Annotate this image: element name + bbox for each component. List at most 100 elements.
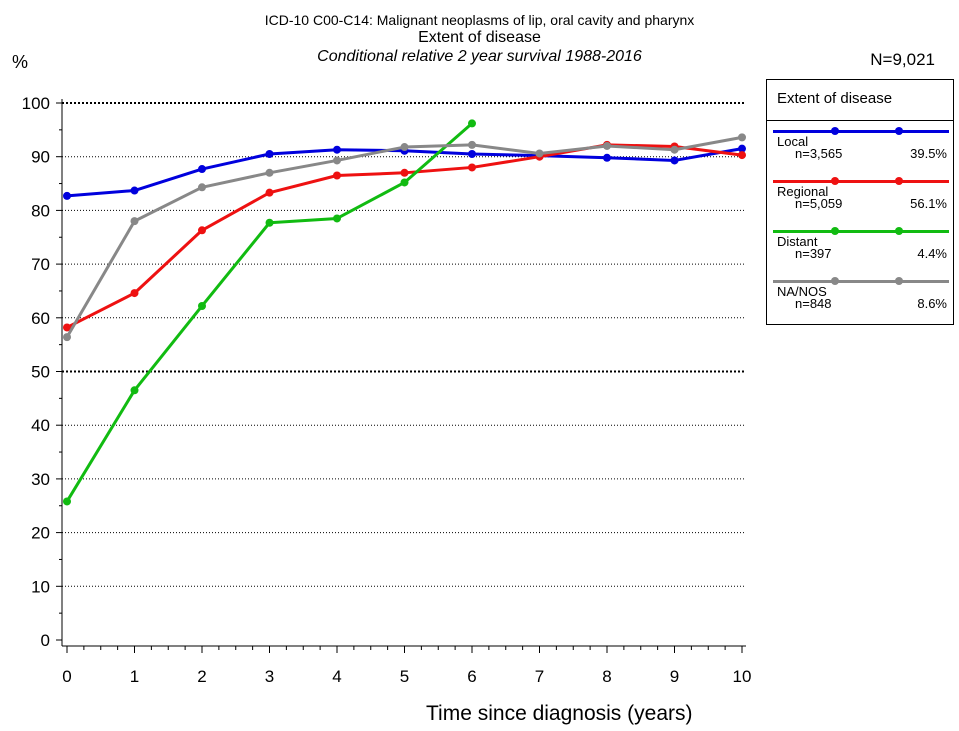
legend-swatch-line	[773, 277, 949, 285]
legend-item-name: NA/NOS	[777, 284, 827, 299]
y-tick-label-0: 0	[41, 631, 50, 650]
data-point-distant-3	[265, 218, 274, 227]
legend-item-percent: 56.1%	[910, 196, 947, 211]
x-tick-label-8: 8	[602, 667, 611, 686]
legend-swatch-marker	[831, 127, 839, 135]
data-point-na-nos-6	[468, 140, 476, 149]
data-point-regional-5	[400, 168, 409, 177]
y-tick-label-50: 50	[31, 363, 50, 382]
data-point-local-2	[198, 165, 206, 174]
data-point-local-4	[333, 145, 341, 154]
data-point-na-nos-4	[333, 156, 341, 165]
x-tick-label-1: 1	[130, 667, 139, 686]
legend-item-percent: 39.5%	[910, 146, 947, 161]
total-count: N=9,021	[870, 50, 935, 69]
x-tick-label-9: 9	[670, 667, 679, 686]
x-tick-label-5: 5	[400, 667, 409, 686]
legend-swatch-marker	[895, 277, 903, 285]
data-point-na-nos-0	[63, 333, 71, 342]
y-tick-label-40: 40	[31, 416, 50, 435]
legend-swatch-marker	[831, 227, 839, 235]
chart-subtitle-italic: Conditional relative 2 year survival 198…	[317, 48, 642, 65]
legend-swatch-marker	[831, 177, 839, 185]
data-point-local-9	[670, 156, 679, 165]
data-point-distant-5	[400, 178, 409, 187]
legend-item-distant: Distant n=397 4.4%	[767, 224, 953, 274]
chart-subtitle: Extent of disease	[418, 29, 541, 46]
legend-swatch-line	[773, 177, 949, 185]
y-tick-label-30: 30	[31, 470, 50, 489]
legend-item-name: Local	[777, 134, 809, 149]
legend-swatch-line	[773, 227, 949, 235]
chart-title: ICD-10 C00-C14: Malignant neoplasms of l…	[264, 12, 695, 28]
legend-swatch-marker	[895, 127, 903, 135]
data-point-local-6	[468, 150, 476, 159]
data-point-na-nos-1	[130, 217, 139, 226]
legend-divider	[767, 120, 953, 121]
y-tick-label-60: 60	[31, 309, 50, 328]
data-point-na-nos-3	[265, 168, 274, 177]
grid-lines	[62, 102, 746, 587]
axis-ticks: 0 10 20 30 40 50 60 70 80 90 100 0 1 2 3 4 5 6 7 8 9 10	[22, 94, 752, 686]
data-point-regional-10	[738, 151, 746, 160]
legend: Extent of disease Local n=3,565 39.5% Re…	[766, 79, 954, 325]
data-point-local-1	[130, 186, 139, 195]
data-point-na-nos-2	[198, 183, 206, 192]
data-point-na-nos-7	[535, 149, 544, 158]
data-point-distant-4	[333, 214, 341, 223]
legend-swatch-marker	[895, 227, 903, 235]
legend-swatch-marker	[831, 277, 839, 285]
legend-item-count: n=397	[795, 246, 832, 261]
data-point-regional-3	[265, 188, 274, 197]
legend-item-count: n=848	[795, 296, 832, 311]
data-point-distant-1	[130, 386, 139, 395]
y-tick-label-20: 20	[31, 524, 50, 543]
legend-item-count: n=5,059	[795, 196, 843, 211]
x-tick-label-4: 4	[332, 667, 341, 686]
y-axis-label: %	[12, 52, 29, 72]
data-point-local-3	[265, 150, 274, 159]
series-group	[63, 119, 746, 506]
legend-item-regional: Regional n=5,059 56.1%	[767, 174, 953, 224]
x-tick-label-3: 3	[265, 667, 274, 686]
data-point-regional-1	[130, 289, 139, 298]
y-tick-label-80: 80	[31, 201, 50, 220]
legend-item-name: Distant	[777, 234, 818, 249]
data-point-local-10	[738, 144, 746, 153]
data-point-local-8	[603, 153, 611, 162]
y-tick-label-10: 10	[31, 577, 50, 596]
y-tick-label-90: 90	[31, 148, 50, 167]
legend-item-na-nos: NA/NOS n=848 8.6%	[767, 274, 953, 324]
series-regional	[63, 140, 746, 332]
data-point-regional-6	[468, 163, 476, 172]
legend-item-local: Local n=3,565 39.5%	[767, 124, 953, 174]
data-point-distant-2	[198, 301, 206, 310]
data-point-regional-4	[333, 171, 341, 180]
series-line-distant	[65, 122, 473, 503]
data-point-regional-2	[198, 226, 206, 235]
legend-title: Extent of disease	[777, 90, 893, 107]
data-point-distant-6	[468, 119, 476, 128]
data-point-distant-0	[63, 497, 71, 506]
data-point-na-nos-10	[738, 133, 746, 142]
legend-item-name: Regional	[777, 184, 829, 199]
x-tick-label-2: 2	[197, 667, 206, 686]
x-tick-label-7: 7	[535, 667, 544, 686]
legend-swatch-line	[773, 127, 949, 135]
data-point-na-nos-5	[400, 143, 409, 152]
legend-swatch-marker	[895, 177, 903, 185]
y-tick-label-100: 100	[22, 94, 50, 113]
x-tick-label-0: 0	[62, 667, 71, 686]
series-na-nos	[63, 133, 746, 342]
legend-item-count: n=3,565	[795, 146, 843, 161]
data-point-na-nos-8	[603, 141, 611, 150]
data-point-na-nos-9	[670, 145, 679, 154]
data-point-regional-0	[63, 323, 71, 332]
y-tick-label-70: 70	[31, 255, 50, 274]
data-point-local-0	[63, 191, 71, 200]
series-line-na-nos	[65, 135, 743, 338]
x-tick-label-10: 10	[733, 667, 752, 686]
series-distant	[63, 119, 476, 506]
legend-item-percent: 8.6%	[917, 296, 947, 311]
